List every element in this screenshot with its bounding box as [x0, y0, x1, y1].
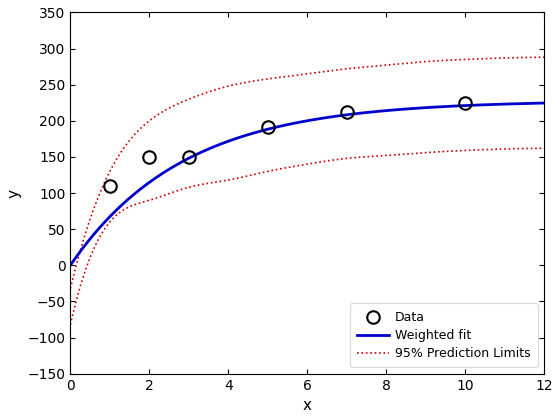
Y-axis label: y: y	[7, 189, 22, 197]
X-axis label: x: x	[303, 398, 312, 413]
Legend: Data, Weighted fit, 95% Prediction Limits: Data, Weighted fit, 95% Prediction Limit…	[350, 303, 538, 368]
